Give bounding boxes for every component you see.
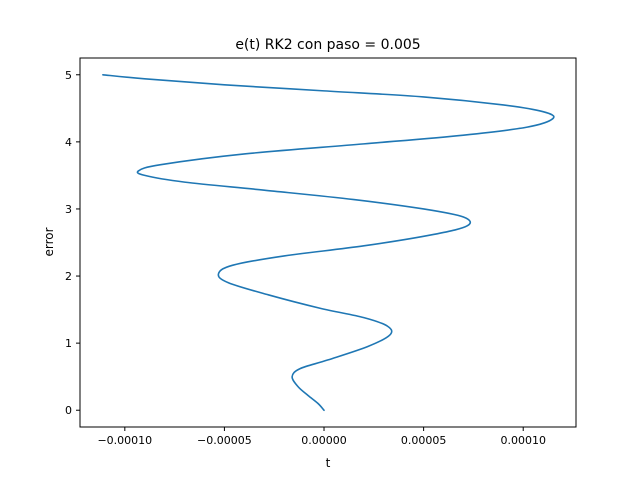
series-line [102, 73, 555, 412]
x-axis-ticks: −0.00010 −0.00005 0.00000 0.00005 0.00010 [97, 427, 546, 447]
y-tick-label: 1 [65, 337, 72, 350]
x-tick-label: 0.00010 [500, 434, 546, 447]
x-tick-label: −0.00005 [197, 434, 252, 447]
axes-frame [79, 57, 577, 428]
chart-title: e(t) RK2 con paso = 0.005 [235, 37, 420, 53]
x-axis-label: t [326, 456, 331, 470]
x-tick-label: 0.00000 [301, 434, 347, 447]
y-tick-label: 3 [65, 203, 72, 216]
y-tick-label: 5 [65, 69, 72, 82]
y-tick-label: 0 [65, 404, 72, 417]
plot-area [102, 73, 555, 412]
x-tick-label: −0.00010 [97, 434, 152, 447]
x-tick-label: 0.00005 [401, 434, 447, 447]
y-tick-label: 4 [65, 136, 72, 149]
y-axis-label: error [42, 227, 56, 256]
y-axis-ticks: 0 1 2 3 4 5 [65, 69, 80, 417]
y-tick-label: 2 [65, 270, 72, 283]
